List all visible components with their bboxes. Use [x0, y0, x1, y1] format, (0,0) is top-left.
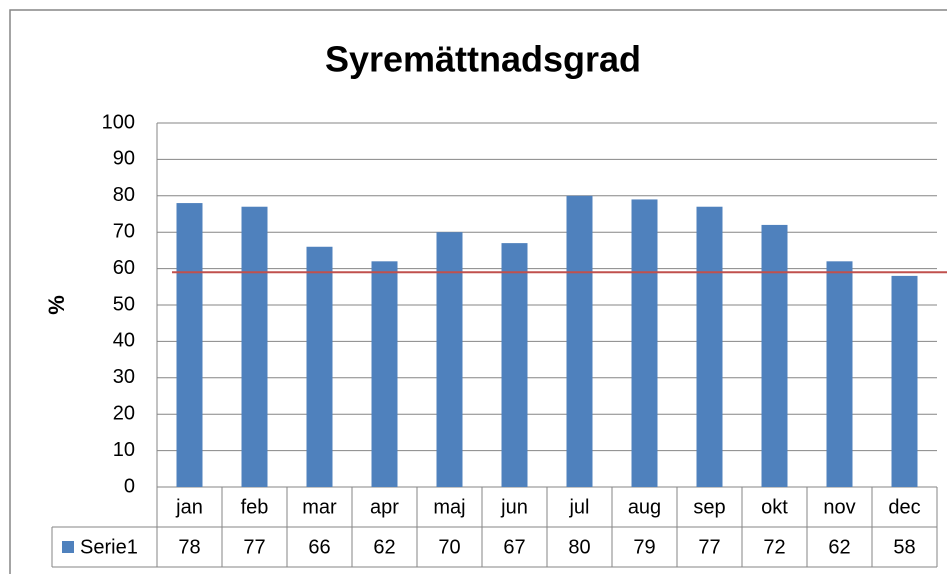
bar — [436, 232, 463, 487]
table-value: 72 — [763, 536, 785, 558]
y-tick-label: 20 — [113, 402, 135, 424]
bar — [371, 261, 398, 487]
x-tick-label: sep — [693, 496, 725, 518]
table-value: 62 — [373, 536, 395, 558]
y-tick-label: 30 — [113, 366, 135, 388]
table-value: 70 — [438, 536, 460, 558]
x-tick-label: dec — [888, 496, 920, 518]
bar — [566, 195, 593, 488]
y-tick-label: 10 — [113, 439, 135, 461]
x-tick-label: jun — [500, 496, 528, 518]
bar — [176, 203, 203, 487]
x-tick-label: jan — [175, 496, 203, 518]
y-tick-label: 70 — [113, 220, 135, 242]
bar — [501, 243, 528, 487]
legend-swatch — [62, 541, 74, 553]
bar — [761, 224, 788, 488]
x-tick-label: apr — [370, 496, 399, 518]
x-tick-label: nov — [823, 496, 855, 518]
table-value: 80 — [568, 536, 590, 558]
x-tick-label: feb — [241, 496, 269, 518]
table-value: 66 — [308, 536, 330, 558]
x-tick-label: aug — [628, 496, 661, 518]
x-tick-label: okt — [761, 496, 788, 518]
x-tick-label: mar — [302, 496, 337, 518]
bar — [241, 206, 268, 487]
table-value: 67 — [503, 536, 525, 558]
table-value: 77 — [243, 536, 265, 558]
bar — [631, 199, 658, 487]
y-tick-label: 0 — [124, 475, 135, 497]
y-tick-label: 80 — [113, 184, 135, 206]
chart-title: Syremättnadsgrad — [325, 39, 641, 80]
table-value: 78 — [178, 536, 200, 558]
chart-frame — [9, 9, 947, 574]
y-tick-label: 50 — [113, 293, 135, 315]
y-tick-label: 40 — [113, 330, 135, 352]
y-tick-label: 90 — [113, 148, 135, 170]
bar — [891, 275, 918, 487]
table-value: 79 — [633, 536, 655, 558]
table-value: 77 — [698, 536, 720, 558]
legend-label: Serie1 — [80, 536, 138, 558]
y-axis-title: % — [44, 295, 69, 315]
y-tick-label: 100 — [102, 111, 135, 133]
bar — [696, 206, 723, 487]
table-value: 58 — [893, 536, 915, 558]
table-value: 62 — [828, 536, 850, 558]
bar — [826, 261, 853, 487]
y-tick-label: 60 — [113, 257, 135, 279]
bar — [306, 246, 333, 487]
x-tick-label: maj — [433, 496, 465, 518]
x-tick-label: jul — [568, 496, 589, 518]
